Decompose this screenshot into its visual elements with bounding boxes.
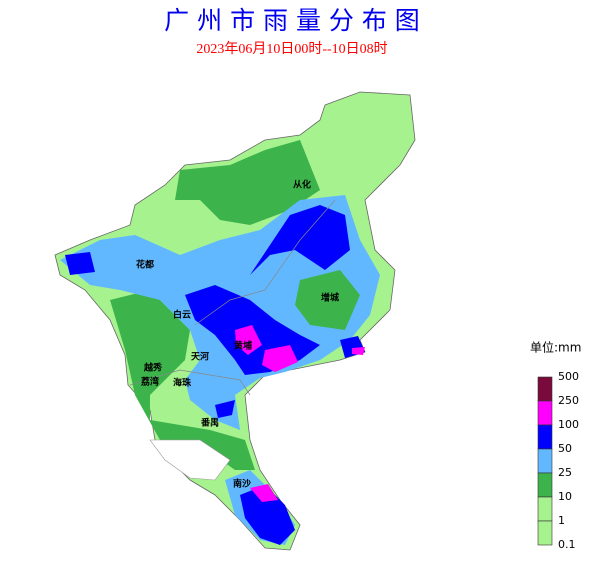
legend-swatch <box>537 520 553 546</box>
legend-swatch <box>537 400 553 426</box>
district-label: 南沙 <box>233 478 251 490</box>
area-50-100 <box>215 400 235 418</box>
district-label: 番禺 <box>200 417 219 429</box>
subtitle: 2023年06月10日00时--10日08时 <box>196 41 387 57</box>
legend-level: 250 <box>558 394 579 407</box>
district-labels: 从化 花都 增城 白云 黄埔 天河 越秀 荔湾 海珠 番禺 南沙 <box>136 179 339 490</box>
district-label: 黄埔 <box>234 340 252 352</box>
legend-level: 500 <box>558 370 579 383</box>
legend-swatch <box>537 472 553 498</box>
district-label: 天河 <box>191 351 209 363</box>
area-50-100 <box>65 252 95 275</box>
legend-level: 100 <box>558 418 579 431</box>
district-label: 从化 <box>293 179 311 191</box>
legend-level: 0.1 <box>558 538 576 551</box>
area-100-250 <box>250 484 278 502</box>
district-label: 越秀 <box>143 362 162 374</box>
area-100-250 <box>352 347 365 355</box>
area-10-25 <box>110 290 255 470</box>
area-10-25 <box>295 270 360 330</box>
area-100-250 <box>235 325 262 355</box>
area-100-250 <box>262 345 298 372</box>
title: 广 州 市 雨 量 分 布 图 <box>164 6 420 35</box>
district-label: 增城 <box>321 292 339 304</box>
legend-level: 50 <box>558 442 572 455</box>
area-no-rain <box>149 439 231 481</box>
legend-unit: 单位:mm <box>530 340 581 355</box>
district-label: 海珠 <box>173 377 192 389</box>
district-border <box>194 199 336 326</box>
legend-level: 10 <box>558 490 572 503</box>
legend-swatch <box>537 448 553 474</box>
legend-swatch <box>537 376 553 402</box>
district-label: 白云 <box>173 309 191 321</box>
legend-level: 1 <box>558 514 565 527</box>
district-label: 荔湾 <box>140 376 159 388</box>
district-border <box>129 369 251 396</box>
area-50-100 <box>240 485 295 545</box>
map <box>54 91 416 551</box>
district-label: 花都 <box>136 259 154 271</box>
legend-swatch <box>537 496 553 522</box>
legend-swatch <box>537 424 553 450</box>
area-10-25 <box>175 140 320 225</box>
legend-level: 25 <box>558 466 572 479</box>
legend: 单位:mm 500 250 100 50 25 10 1 0.1 <box>530 340 581 552</box>
